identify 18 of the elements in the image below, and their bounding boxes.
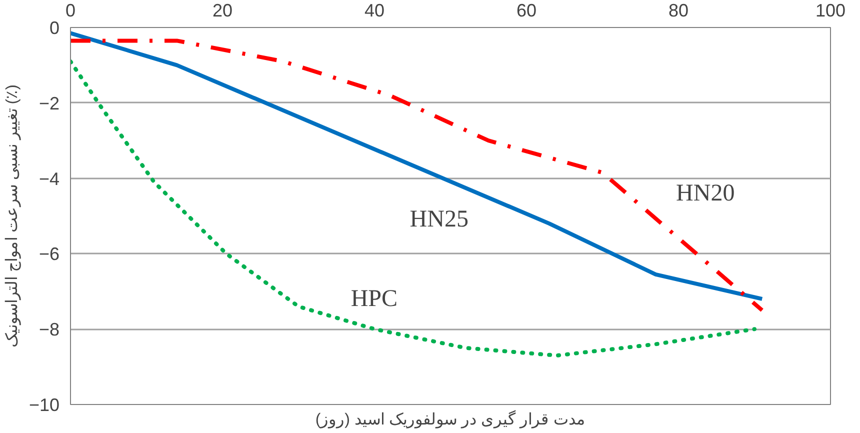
x-axis-title: مدت قرار گیری در سولفوریک اسید (روز) bbox=[315, 410, 586, 428]
line-series bbox=[70, 59, 756, 358]
x-tick-label: 60 bbox=[516, 0, 537, 20]
x-tick-label: 100 bbox=[815, 0, 846, 20]
y-tick-label: −2 bbox=[38, 93, 60, 114]
y-tick-label: 0 bbox=[49, 18, 60, 38]
y-tick-label: −4 bbox=[38, 168, 60, 189]
x-tick-label: 0 bbox=[65, 0, 76, 20]
x-tick-label: 20 bbox=[212, 0, 233, 20]
y-axis-title: تغییر نسبی سرعت امواج التراسونیک (٪) bbox=[4, 84, 21, 348]
x-tick-label: 80 bbox=[668, 0, 689, 20]
y-tick-label: −10 bbox=[28, 395, 60, 415]
y-tick-label: −6 bbox=[38, 244, 60, 264]
series-label: HPC bbox=[350, 286, 398, 312]
y-tick-label: −8 bbox=[38, 320, 60, 340]
series-label: HN25 bbox=[410, 206, 468, 233]
x-tick-label: 40 bbox=[364, 0, 385, 20]
series-label: HN20 bbox=[676, 180, 735, 206]
